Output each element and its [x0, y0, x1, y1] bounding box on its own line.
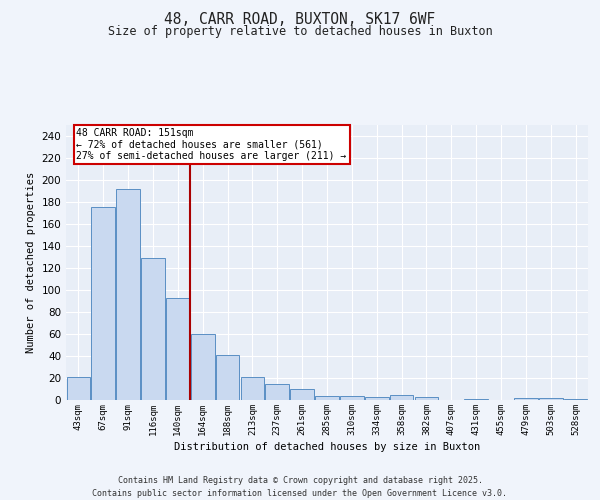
Bar: [415, 396, 438, 400]
Text: Contains HM Land Registry data © Crown copyright and database right 2025.
Contai: Contains HM Land Registry data © Crown c…: [92, 476, 508, 498]
Bar: [365, 396, 389, 400]
Bar: [265, 384, 289, 400]
Bar: [216, 355, 239, 400]
Text: Size of property relative to detached houses in Buxton: Size of property relative to detached ho…: [107, 25, 493, 38]
Y-axis label: Number of detached properties: Number of detached properties: [26, 172, 36, 353]
Bar: [539, 398, 563, 400]
Bar: [166, 298, 190, 400]
Bar: [390, 394, 413, 400]
Bar: [464, 399, 488, 400]
Bar: [514, 398, 538, 400]
Text: 48 CARR ROAD: 151sqm
← 72% of detached houses are smaller (561)
27% of semi-deta: 48 CARR ROAD: 151sqm ← 72% of detached h…: [76, 128, 347, 161]
Bar: [290, 389, 314, 400]
Bar: [564, 399, 587, 400]
Bar: [67, 377, 90, 400]
Bar: [91, 208, 115, 400]
Bar: [116, 189, 140, 400]
Bar: [340, 396, 364, 400]
Bar: [141, 258, 165, 400]
X-axis label: Distribution of detached houses by size in Buxton: Distribution of detached houses by size …: [174, 442, 480, 452]
Text: 48, CARR ROAD, BUXTON, SK17 6WF: 48, CARR ROAD, BUXTON, SK17 6WF: [164, 12, 436, 28]
Bar: [241, 377, 264, 400]
Bar: [315, 396, 339, 400]
Bar: [191, 334, 215, 400]
